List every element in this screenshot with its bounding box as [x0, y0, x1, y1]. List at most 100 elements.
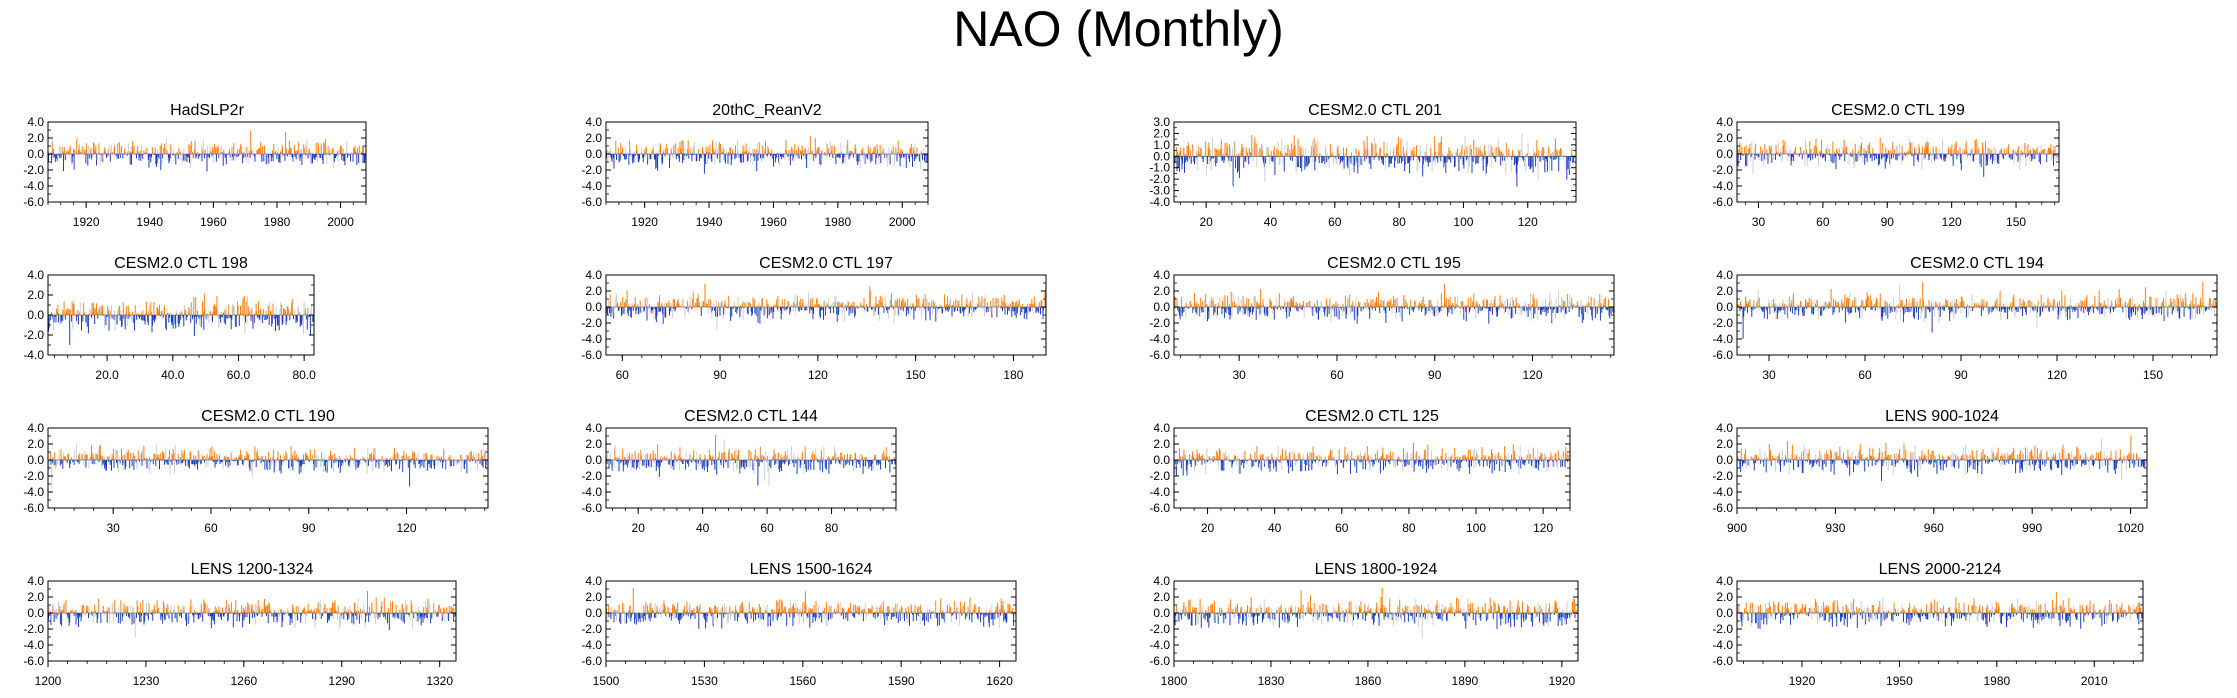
- x-tick-label: 80.0: [292, 368, 316, 382]
- x-tick-label: 1960: [760, 215, 787, 229]
- y-tick-label: -4.0: [1149, 332, 1170, 346]
- y-tick-label: 2.0: [585, 284, 602, 298]
- y-tick-label: -3.0: [1149, 184, 1170, 198]
- x-tick-label: 1980: [264, 215, 291, 229]
- y-tick-label: -2.0: [1149, 316, 1170, 330]
- y-tick-label: 2.0: [585, 131, 602, 145]
- y-tick-label: -6.0: [581, 195, 602, 209]
- x-tick-label: 1940: [136, 215, 163, 229]
- x-tick-label: 60: [1328, 215, 1342, 229]
- x-tick-label: 1980: [824, 215, 851, 229]
- y-tick-label: -6.0: [1712, 348, 1733, 362]
- x-tick-label: 100: [1453, 215, 1473, 229]
- y-tick-label: 2.0: [27, 131, 44, 145]
- y-tick-label: -6.0: [581, 348, 602, 362]
- y-tick-label: 4.0: [27, 115, 44, 129]
- y-tick-label: 4.0: [1716, 268, 1733, 282]
- y-tick-label: 2.0: [1153, 284, 1170, 298]
- y-tick-label: -2.0: [23, 163, 44, 177]
- y-tick-label: 4.0: [1153, 268, 1170, 282]
- x-tick-label: 1920: [631, 215, 658, 229]
- y-tick-label: 0.0: [27, 308, 44, 322]
- panel-title: CESM2.0 CTL 198: [114, 255, 248, 272]
- x-tick-label: 2000: [327, 215, 354, 229]
- y-tick-label: 4.0: [585, 115, 602, 129]
- y-tick-label: -2.0: [581, 316, 602, 330]
- figure-title: NAO (Monthly): [0, 0, 2237, 58]
- y-tick-label: -2.0: [1149, 172, 1170, 186]
- y-tick-label: 0.0: [1153, 149, 1170, 163]
- x-tick-label: 90: [1881, 215, 1895, 229]
- y-tick-label: -1.0: [1149, 161, 1170, 175]
- x-tick-label: 2000: [889, 215, 916, 229]
- y-tick-label: 4.0: [27, 268, 44, 282]
- y-tick-label: -4.0: [1712, 179, 1733, 193]
- x-tick-label: 150: [2143, 368, 2163, 382]
- x-tick-label: 120: [2047, 368, 2067, 382]
- x-tick-label: 120: [1523, 368, 1543, 382]
- panel-title: CESM2.0 CTL 194: [1910, 255, 2044, 272]
- y-tick-label: 2.0: [1716, 131, 1733, 145]
- y-tick-label: 2.0: [1153, 126, 1170, 140]
- panel-title: CESM2.0 CTL 199: [1831, 102, 1965, 119]
- y-tick-label: 0.0: [1716, 147, 1733, 161]
- panel-title: CESM2.0 CTL 201: [1308, 102, 1442, 119]
- y-tick-label: 0.0: [27, 147, 44, 161]
- y-tick-label: -4.0: [1149, 195, 1170, 209]
- y-tick-label: 4.0: [1716, 115, 1733, 129]
- x-tick-label: 30: [1233, 368, 1247, 382]
- bar-series: [606, 283, 1046, 330]
- y-tick-label: -4.0: [1712, 332, 1733, 346]
- y-tick-label: 1.0: [1153, 138, 1170, 152]
- x-tick-label: 90: [1954, 368, 1968, 382]
- bar-series: [48, 293, 314, 345]
- y-tick-label: -4.0: [581, 332, 602, 346]
- y-tick-label: -2.0: [23, 328, 44, 342]
- x-tick-label: 90: [713, 368, 727, 382]
- x-tick-label: 60.0: [227, 368, 251, 382]
- x-tick-label: 30: [1752, 215, 1766, 229]
- y-tick-label: -4.0: [23, 179, 44, 193]
- panel-title: CESM2.0 CTL 197: [759, 255, 893, 272]
- x-tick-label: 120: [1518, 215, 1538, 229]
- x-tick-label: 90: [1428, 368, 1442, 382]
- x-tick-label: 60: [1816, 215, 1830, 229]
- bar-series: [606, 136, 928, 174]
- bar-series: [48, 130, 366, 172]
- y-tick-label: -6.0: [23, 195, 44, 209]
- x-tick-label: 60: [1330, 368, 1344, 382]
- x-tick-label: 30: [1762, 368, 1776, 382]
- y-tick-label: -4.0: [581, 179, 602, 193]
- y-tick-label: -6.0: [1149, 348, 1170, 362]
- x-tick-label: 20.0: [95, 368, 119, 382]
- y-tick-label: 3.0: [1153, 115, 1170, 129]
- y-tick-label: 4.0: [585, 268, 602, 282]
- x-tick-label: 180: [1003, 368, 1023, 382]
- x-tick-label: 120: [1942, 215, 1962, 229]
- y-tick-label: 2.0: [27, 288, 44, 302]
- x-tick-label: 1940: [696, 215, 723, 229]
- y-tick-label: -2.0: [581, 163, 602, 177]
- y-tick-label: 0.0: [585, 147, 602, 161]
- y-tick-label: 2.0: [1716, 284, 1733, 298]
- x-tick-label: 80: [1392, 215, 1406, 229]
- panel-title: 20thC_ReanV2: [712, 102, 822, 119]
- bar-series: [1737, 137, 2059, 177]
- panel-title: CESM2.0 CTL 195: [1327, 255, 1461, 272]
- bar-series: [1174, 284, 1614, 324]
- x-tick-label: 120: [808, 368, 828, 382]
- y-tick-label: -4.0: [23, 348, 44, 362]
- x-tick-label: 150: [906, 368, 926, 382]
- bar-series: [1174, 133, 1576, 187]
- y-tick-label: 0.0: [585, 300, 602, 314]
- y-tick-label: -6.0: [1712, 195, 1733, 209]
- x-tick-label: 1960: [200, 215, 227, 229]
- x-tick-label: 60: [1858, 368, 1872, 382]
